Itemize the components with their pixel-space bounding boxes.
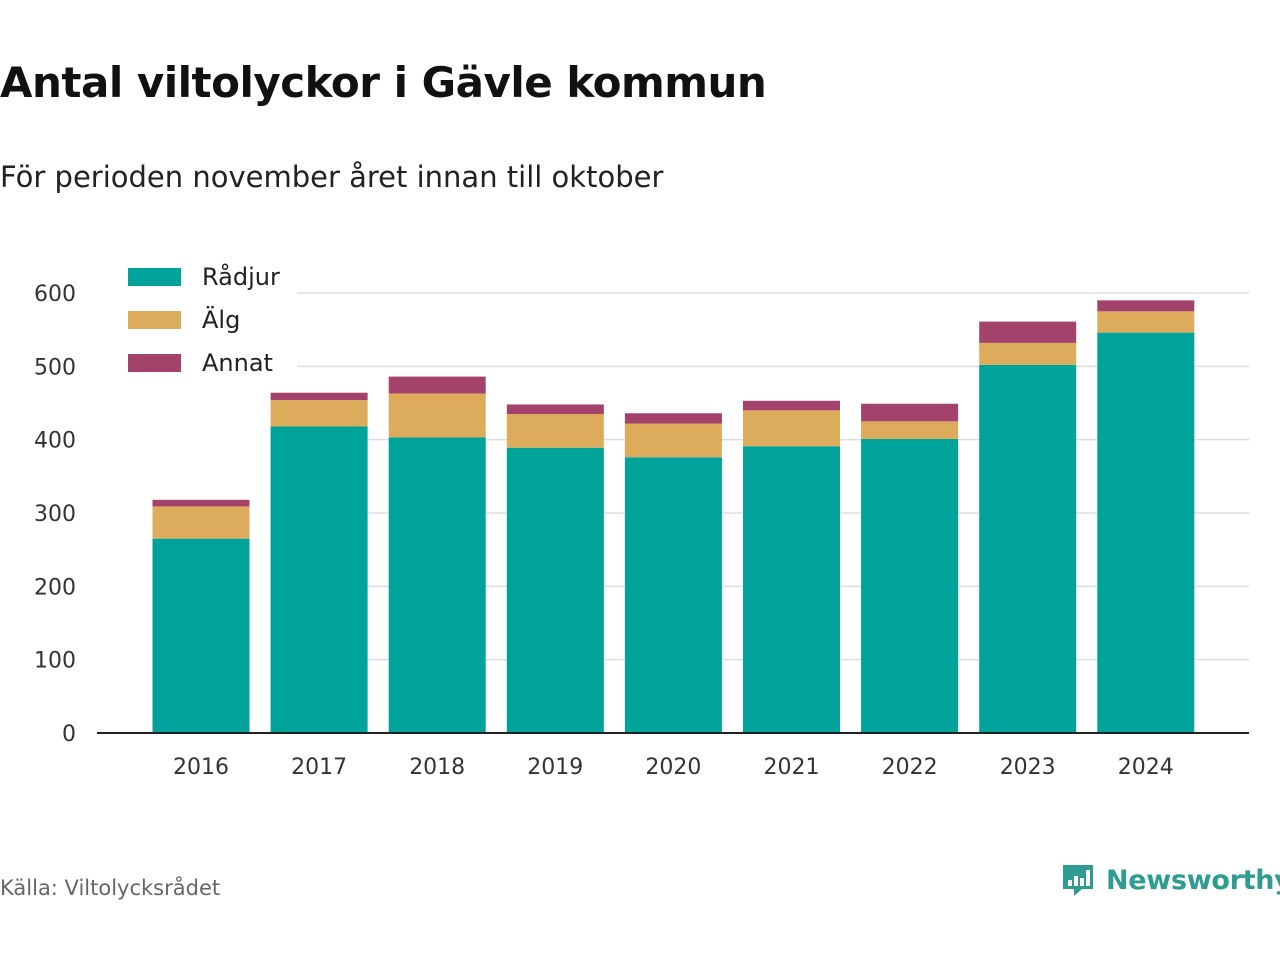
x-tick-label: 2019: [527, 755, 583, 780]
x-tick-label: 2021: [764, 755, 820, 780]
bar-segment: [1097, 300, 1195, 312]
bar-segment: [979, 364, 1077, 733]
bar-segment: [624, 413, 722, 424]
x-tick-label: 2023: [1000, 755, 1056, 780]
source-note: Källa: Viltolycksrådet: [0, 876, 221, 900]
bar-segment: [506, 447, 604, 733]
y-tick-label: 0: [62, 722, 76, 747]
bar-segment: [624, 457, 722, 733]
bar-segment: [979, 321, 1077, 343]
y-tick-label: 200: [34, 575, 76, 600]
bar-segment: [152, 538, 250, 733]
bar-segment: [152, 499, 250, 507]
bar-segment: [743, 410, 840, 447]
y-tick-label: 100: [34, 649, 76, 674]
y-tick-label: 600: [34, 282, 76, 307]
bar-segment: [861, 403, 959, 422]
x-axis-ticks: 2016 2017 2018 2019 2020 2021 2022 2023 2024: [173, 755, 1174, 780]
legend: Rådjur Älg Annat: [128, 262, 280, 377]
y-tick-label: 500: [34, 355, 76, 380]
x-tick-label: 2017: [291, 755, 347, 780]
bar-segment: [506, 414, 604, 448]
x-tick-label: 2020: [645, 755, 701, 780]
y-tick-label: 300: [34, 502, 76, 527]
legend-label: Älg: [202, 305, 240, 334]
bar-chart-bubble-icon: [1063, 865, 1093, 896]
legend-swatch: [128, 354, 181, 372]
x-tick-label: 2018: [409, 755, 465, 780]
legend-swatch: [128, 311, 181, 329]
bar-segment: [1097, 311, 1195, 333]
y-axis-ticks: 0 100 200 300 400 500 600: [34, 282, 76, 747]
bar-segment: [624, 423, 722, 458]
bar-segment: [861, 438, 959, 733]
bar-segment: [152, 506, 250, 539]
bars: [152, 300, 1195, 733]
bar-segment: [506, 404, 604, 414]
y-tick-label: 400: [34, 429, 76, 454]
bar-segment: [270, 392, 368, 401]
bar-segment: [270, 400, 368, 427]
bar-segment: [1097, 332, 1195, 733]
newsworthy-logo: Newsworthy: [1060, 862, 1280, 898]
stacked-bar-chart: 0 100 200 300 400 500 600 2016 2017 2018 2019 2020…: [34, 262, 1249, 780]
chart-subtitle: För perioden november året innan till ok…: [0, 160, 664, 194]
legend-label: Rådjur: [202, 262, 280, 291]
bar-segment: [743, 400, 840, 411]
bar-segment: [388, 393, 486, 438]
bar-segment: [388, 376, 486, 394]
x-tick-label: 2024: [1118, 755, 1174, 780]
chart-title: Antal viltolyckor i Gävle kommun: [0, 58, 767, 107]
x-tick-label: 2016: [173, 755, 229, 780]
bar-segment: [743, 446, 840, 733]
legend-swatch: [128, 268, 181, 286]
bar-segment: [861, 421, 959, 439]
bar-segment: [979, 342, 1077, 365]
x-tick-label: 2022: [882, 755, 938, 780]
bar-segment: [388, 437, 486, 733]
bar-segment: [270, 426, 368, 733]
brand-name: Newsworthy: [1106, 864, 1280, 896]
legend-label: Annat: [202, 349, 273, 377]
